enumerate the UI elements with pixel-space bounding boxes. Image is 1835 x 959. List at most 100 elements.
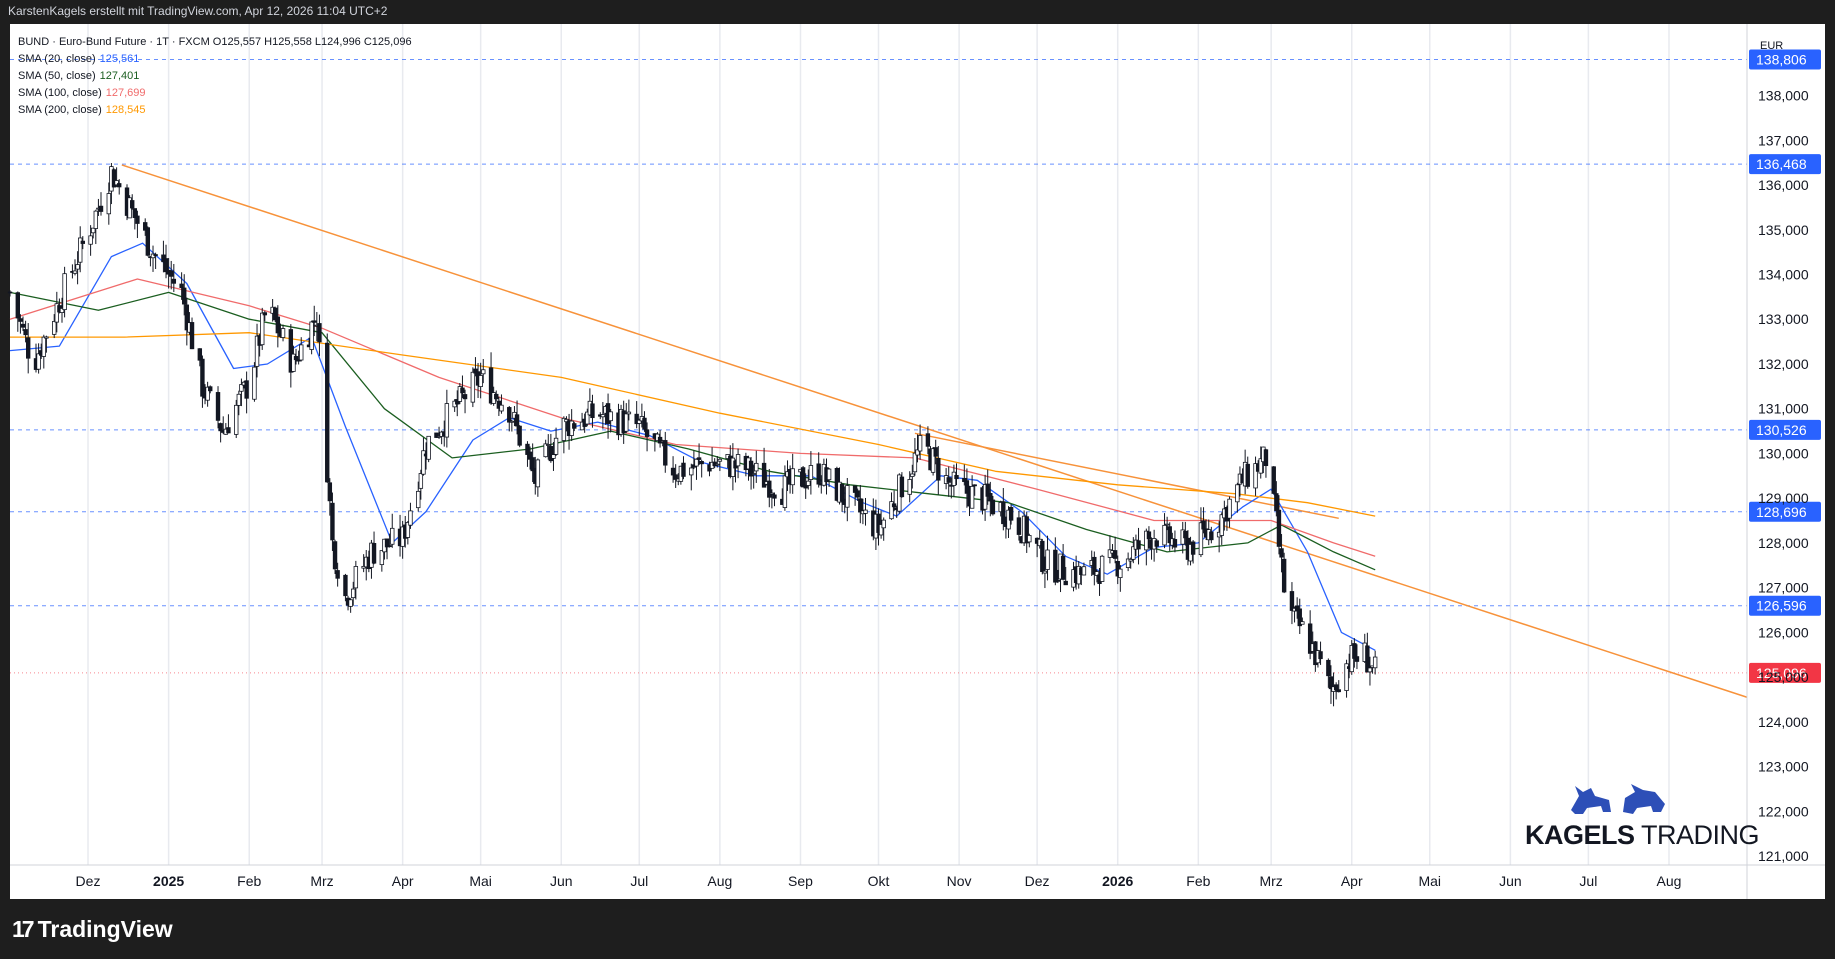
candle-down [530, 457, 535, 472]
candle-up [551, 454, 556, 459]
candle-down [1289, 591, 1295, 611]
candle-down [1281, 558, 1287, 593]
candle-up [969, 486, 975, 509]
candle-down [312, 320, 317, 323]
candle-down [839, 483, 845, 502]
candle-down [663, 440, 668, 466]
candle-down [335, 570, 340, 579]
candle-up [553, 437, 559, 455]
candle-down [644, 429, 650, 437]
candle-up [361, 565, 366, 569]
candle-down [964, 480, 970, 494]
candle-up [585, 411, 590, 425]
candle-up [751, 473, 756, 475]
price-tick-label: 135,000 [1758, 222, 1809, 238]
candle-up [499, 404, 504, 412]
indicator-row[interactable]: SMA (20, close) 125,561 [18, 51, 412, 68]
candle-down [670, 467, 676, 476]
tradingview-logo[interactable]: 17 TradingView [12, 916, 173, 943]
level-label: 130,526 [1756, 422, 1807, 438]
price-tick-label: 124,000 [1758, 714, 1809, 730]
candle-down [891, 503, 897, 508]
level-label: 136,468 [1756, 156, 1807, 172]
candle-up [1045, 549, 1050, 570]
candle-down [330, 502, 335, 541]
bull-bear-icon [1571, 784, 1665, 814]
candle-down [327, 482, 333, 502]
candle-up [1125, 558, 1131, 568]
level-label-bg [1749, 595, 1821, 616]
candle-up [907, 479, 912, 495]
candle-up [36, 353, 41, 370]
candle-up [808, 465, 814, 480]
candle-down [184, 304, 190, 331]
candle-up [1235, 484, 1240, 503]
price-tick-label: 132,000 [1758, 356, 1809, 372]
candle-down [171, 278, 177, 284]
candle-down [936, 457, 941, 481]
candle-up [910, 473, 915, 477]
candle-up [1219, 514, 1224, 536]
price-tick-label: 126,000 [1758, 624, 1809, 640]
level-label: 128,696 [1756, 504, 1807, 520]
candle-up [754, 462, 759, 472]
candle-down [876, 513, 881, 533]
candle-up [457, 386, 463, 402]
symbol-line[interactable]: BUND · Euro-Bund Future · 1T · FXCM O125… [18, 36, 412, 48]
candle-down [135, 215, 140, 224]
time-tick-label: Mrz [310, 873, 333, 889]
candle-up [75, 264, 80, 270]
indicator-row[interactable]: SMA (50, close) 127,401 [18, 68, 412, 85]
candle-down [816, 463, 821, 485]
candle-up [626, 411, 632, 415]
time-axis[interactable]: Dez 2025 Feb Mrz Apr Mai Jun Jul Aug Sep Okt Nov Dez… [76, 873, 1682, 889]
candle-down [18, 318, 23, 322]
candle-up [481, 369, 486, 375]
candle-down [275, 316, 281, 334]
candle-up [478, 375, 483, 387]
candle-up [1094, 571, 1100, 576]
candle-down [548, 446, 554, 462]
candle-down [517, 425, 522, 446]
candle-up [93, 210, 99, 229]
candle-down [218, 423, 223, 432]
level-label-bg [1749, 154, 1821, 175]
candle-down [111, 169, 117, 188]
candle-up [845, 485, 850, 508]
price-axis[interactable]: 121,000 122,000 123,000 124,000 125,000 126,0… [1758, 88, 1809, 864]
candle-down [153, 254, 158, 256]
price-tick-label: 121,000 [1758, 848, 1809, 864]
candle-down [130, 200, 135, 209]
candle-down [1271, 466, 1276, 494]
price-tick-label: 134,000 [1758, 267, 1809, 283]
candle-down [855, 490, 860, 498]
candle-down [699, 460, 704, 465]
candle-up [234, 404, 239, 435]
candle-up [1164, 523, 1170, 526]
price-tick-label: 137,000 [1758, 132, 1809, 148]
tradingview-logo-text: TradingView [37, 916, 173, 942]
candle-down [1333, 684, 1339, 691]
indicator-row[interactable]: SMA (100, close) 127,699 [18, 85, 412, 102]
candle-down [1365, 645, 1370, 673]
trendline [121, 164, 1748, 698]
candle-up [1144, 530, 1149, 551]
time-tick-label: Feb [1186, 873, 1210, 889]
candle-up [1367, 667, 1373, 673]
candle-down [317, 323, 322, 343]
time-tick-label: Aug [707, 873, 732, 889]
candle-up [769, 492, 775, 495]
candle-down [182, 287, 187, 305]
candle-down [800, 467, 806, 488]
candle-down [1352, 643, 1357, 659]
level-label-bg [1749, 501, 1821, 522]
tradingview-logo-icon: 17 [12, 916, 35, 942]
indicator-label: SMA (200, close) [18, 104, 102, 116]
candle-up [790, 468, 795, 486]
indicator-row[interactable]: SMA (200, close) 128,545 [18, 102, 412, 119]
candle-down [1016, 517, 1022, 535]
candle-up [470, 371, 476, 403]
candle-down [1190, 541, 1196, 555]
price-tick-label: 138,000 [1758, 88, 1809, 104]
candle-down [20, 323, 26, 328]
